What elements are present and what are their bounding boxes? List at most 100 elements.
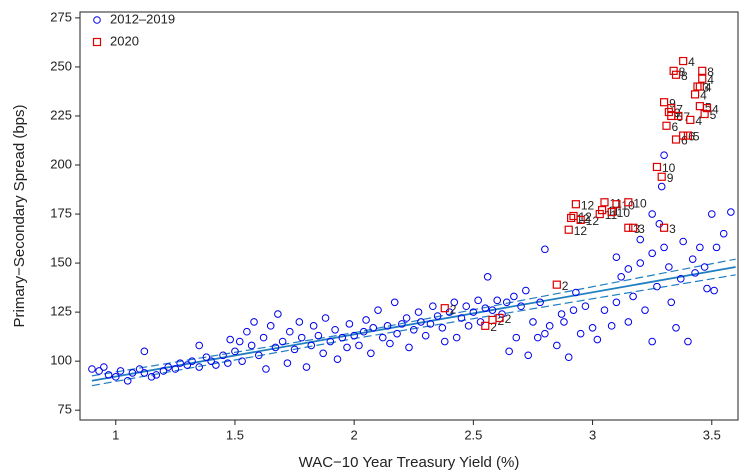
point xyxy=(128,369,137,377)
point xyxy=(140,369,149,377)
y-tick-label: 275 xyxy=(50,9,72,24)
point xyxy=(691,269,699,277)
point xyxy=(648,337,656,346)
point xyxy=(576,215,585,225)
y-tick-label: 150 xyxy=(50,255,72,270)
point xyxy=(672,324,680,332)
point xyxy=(433,312,442,320)
point xyxy=(524,351,533,360)
point xyxy=(309,322,318,330)
point xyxy=(345,320,354,328)
point xyxy=(719,229,728,238)
point xyxy=(417,318,425,326)
point xyxy=(164,363,173,371)
point-label: 3 xyxy=(669,222,676,236)
point xyxy=(262,365,270,373)
point xyxy=(665,263,673,271)
point xyxy=(702,104,712,113)
point xyxy=(219,351,227,360)
point xyxy=(576,329,585,338)
plot-frame xyxy=(79,11,739,421)
point-label: 8 xyxy=(681,69,688,83)
x-tick-label: 3 xyxy=(589,427,596,442)
point xyxy=(695,102,704,111)
point xyxy=(653,282,661,291)
point xyxy=(224,359,232,367)
y-tick-label: 225 xyxy=(50,107,72,122)
point-label: 2 xyxy=(505,312,512,326)
point xyxy=(545,322,554,330)
point xyxy=(529,318,537,326)
point xyxy=(612,253,621,261)
point xyxy=(698,66,707,75)
point xyxy=(510,292,518,301)
point xyxy=(564,353,573,362)
point xyxy=(667,298,676,307)
point xyxy=(660,243,668,252)
point xyxy=(414,308,423,316)
point xyxy=(688,255,697,263)
point xyxy=(612,200,621,209)
point xyxy=(393,329,401,338)
point xyxy=(636,259,645,267)
point xyxy=(398,320,406,328)
point xyxy=(598,206,607,215)
point-label: 4 xyxy=(712,102,719,116)
point xyxy=(648,249,656,258)
legend-marker xyxy=(92,37,102,47)
point xyxy=(195,363,204,371)
point-label: 10 xyxy=(633,196,647,210)
point xyxy=(326,337,335,346)
point xyxy=(624,198,633,207)
point-label: 12 xyxy=(576,212,590,226)
point xyxy=(641,306,649,314)
point-label: 10 xyxy=(662,161,676,175)
point xyxy=(452,333,461,342)
point xyxy=(362,316,370,324)
point-label: 8 xyxy=(679,65,686,79)
point xyxy=(552,280,561,289)
point xyxy=(171,365,180,373)
point-label: 12 xyxy=(574,224,588,238)
point xyxy=(727,208,735,216)
point xyxy=(247,341,256,350)
point xyxy=(95,367,103,375)
point xyxy=(660,151,668,159)
point-label: 5 xyxy=(705,100,712,114)
point xyxy=(712,243,721,252)
point xyxy=(684,337,692,346)
point xyxy=(290,345,299,354)
point-label: 2 xyxy=(490,320,497,334)
point xyxy=(567,213,576,223)
x-tick-label: 1 xyxy=(112,427,119,442)
point-label: 9 xyxy=(667,171,674,185)
point-label: 12 xyxy=(581,198,595,212)
point xyxy=(522,286,530,295)
point xyxy=(429,302,437,311)
point xyxy=(88,365,96,373)
point xyxy=(517,302,525,311)
point xyxy=(250,318,258,326)
point xyxy=(569,306,578,314)
point-label: 6 xyxy=(671,120,678,134)
point xyxy=(333,355,342,363)
point xyxy=(367,349,375,358)
point xyxy=(690,90,700,99)
point xyxy=(116,367,125,375)
point-label: 6 xyxy=(681,134,688,148)
point xyxy=(457,314,466,322)
point xyxy=(421,331,430,340)
point xyxy=(159,367,168,375)
point xyxy=(533,333,542,342)
point-label: 3 xyxy=(702,81,709,95)
fit-line xyxy=(91,266,736,382)
point xyxy=(557,310,566,318)
point xyxy=(207,357,215,365)
point xyxy=(572,288,580,297)
point xyxy=(683,131,693,140)
point xyxy=(331,325,339,334)
point-label: 5 xyxy=(710,108,717,122)
y-tick-label: 200 xyxy=(50,156,72,171)
point xyxy=(235,337,244,346)
